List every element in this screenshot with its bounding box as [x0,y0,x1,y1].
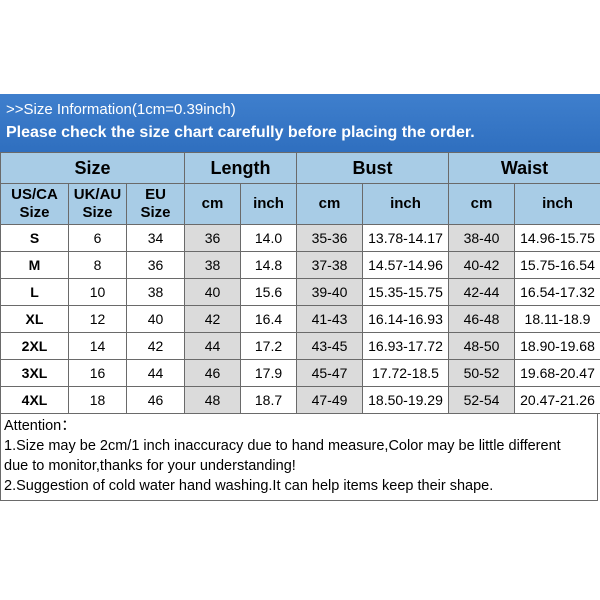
table-row: 4XL 18 46 48 18.7 47-49 18.50-19.29 52-5… [0,386,600,414]
us-ca-size-header: US/CA Size [0,183,69,225]
waist-group-header: Waist [448,152,600,184]
size-chart: >>Size Information(1cm=0.39inch) Please … [0,94,600,501]
eu-size-cell: 36 [126,251,185,279]
bust-inch-cell: 18.50-19.29 [362,386,449,414]
length-cm-cell: 40 [184,278,241,306]
length-inch-header: inch [240,183,297,225]
length-inch-cell: 17.9 [240,359,297,387]
length-cm-cell: 44 [184,332,241,360]
waist-cm-cell: 42-44 [448,278,515,306]
length-cm-cell: 46 [184,359,241,387]
table-row: 3XL 16 44 46 17.9 45-47 17.72-18.5 50-52… [0,359,600,387]
bust-group-header: Bust [296,152,449,184]
length-inch-cell: 16.4 [240,305,297,333]
uk-au-size-cell: 6 [68,224,127,252]
length-inch-cell: 14.0 [240,224,297,252]
waist-cm-cell: 50-52 [448,359,515,387]
size-table: Size Length Bust Waist US/CA Size UK/AU Si… [0,152,600,414]
waist-cm-cell: 40-42 [448,251,515,279]
waist-inch-cell: 20.47-21.26 [514,386,600,414]
waist-cm-cell: 52-54 [448,386,515,414]
attention-note-1: 1.Size may be 2cm/1 inch inaccuracy due … [4,438,561,454]
bust-inch-cell: 16.93-17.72 [362,332,449,360]
uk-au-size-cell: 8 [68,251,127,279]
uk-au-size-cell: 14 [68,332,127,360]
waist-inch-cell: 16.54-17.32 [514,278,600,306]
length-group-header: Length [184,152,297,184]
eu-size-cell: 38 [126,278,185,306]
bust-inch-cell: 15.35-15.75 [362,278,449,306]
us-ca-size-cell: 2XL [0,332,69,360]
waist-cm-header: cm [448,183,515,225]
bust-cm-cell: 35-36 [296,224,363,252]
eu-size-header: EU Size [126,183,185,225]
bust-inch-cell: 14.57-14.96 [362,251,449,279]
length-cm-cell: 42 [184,305,241,333]
waist-inch-cell: 18.11-18.9 [514,305,600,333]
us-ca-size-cell: S [0,224,69,252]
table-row: S 6 34 36 14.0 35-36 13.78-14.17 38-40 1… [0,224,600,252]
length-cm-cell: 38 [184,251,241,279]
attention-note-1-cont: due to monitor,thanks for your understan… [4,458,296,474]
attention-note-2: 2.Suggestion of cold water hand washing.… [4,478,494,494]
bust-cm-cell: 43-45 [296,332,363,360]
length-inch-cell: 15.6 [240,278,297,306]
bust-inch-cell: 16.14-16.93 [362,305,449,333]
uk-au-size-cell: 10 [68,278,127,306]
bust-inch-cell: 17.72-18.5 [362,359,449,387]
eu-size-cell: 34 [126,224,185,252]
length-inch-cell: 14.8 [240,251,297,279]
table-row: M 8 36 38 14.8 37-38 14.57-14.96 40-42 1… [0,251,600,279]
bust-cm-cell: 47-49 [296,386,363,414]
waist-inch-cell: 18.90-19.68 [514,332,600,360]
length-cm-header: cm [184,183,241,225]
length-cm-cell: 36 [184,224,241,252]
banner-title: >>Size Information(1cm=0.39inch) [6,101,236,118]
eu-size-cell: 40 [126,305,185,333]
bust-inch-header: inch [362,183,449,225]
attention-notes: Attention： 1.Size may be 2cm/1 inch inac… [0,414,598,501]
us-ca-size-cell: L [0,278,69,306]
column-header-row: US/CA Size UK/AU Size EU Size cm inch cm in… [0,183,600,225]
eu-size-cell: 44 [126,359,185,387]
us-ca-size-cell: M [0,251,69,279]
waist-cm-cell: 48-50 [448,332,515,360]
length-inch-cell: 18.7 [240,386,297,414]
banner-subtitle: Please check the size chart carefully be… [6,124,475,141]
size-group-header: Size [0,152,185,184]
bust-cm-cell: 39-40 [296,278,363,306]
length-cm-cell: 48 [184,386,241,414]
eu-size-cell: 46 [126,386,185,414]
uk-au-size-cell: 16 [68,359,127,387]
waist-cm-cell: 46-48 [448,305,515,333]
group-header-row: Size Length Bust Waist [0,152,600,184]
waist-inch-header: inch [514,183,600,225]
table-row: XL 12 40 42 16.4 41-43 16.14-16.93 46-48… [0,305,600,333]
waist-inch-cell: 14.96-15.75 [514,224,600,252]
us-ca-size-cell: XL [0,305,69,333]
waist-cm-cell: 38-40 [448,224,515,252]
bust-cm-cell: 45-47 [296,359,363,387]
bust-cm-cell: 37-38 [296,251,363,279]
bust-cm-header: cm [296,183,363,225]
eu-size-cell: 42 [126,332,185,360]
uk-au-size-cell: 12 [68,305,127,333]
waist-inch-cell: 19.68-20.47 [514,359,600,387]
table-row: L 10 38 40 15.6 39-40 15.35-15.75 42-44 … [0,278,600,306]
bust-cm-cell: 41-43 [296,305,363,333]
length-inch-cell: 17.2 [240,332,297,360]
uk-au-size-cell: 18 [68,386,127,414]
us-ca-size-cell: 3XL [0,359,69,387]
bust-inch-cell: 13.78-14.17 [362,224,449,252]
size-info-banner: >>Size Information(1cm=0.39inch) Please … [0,94,600,152]
uk-au-size-header: UK/AU Size [68,183,127,225]
us-ca-size-cell: 4XL [0,386,69,414]
waist-inch-cell: 15.75-16.54 [514,251,600,279]
table-row: 2XL 14 42 44 17.2 43-45 16.93-17.72 48-5… [0,332,600,360]
attention-heading: Attention： [4,418,76,434]
